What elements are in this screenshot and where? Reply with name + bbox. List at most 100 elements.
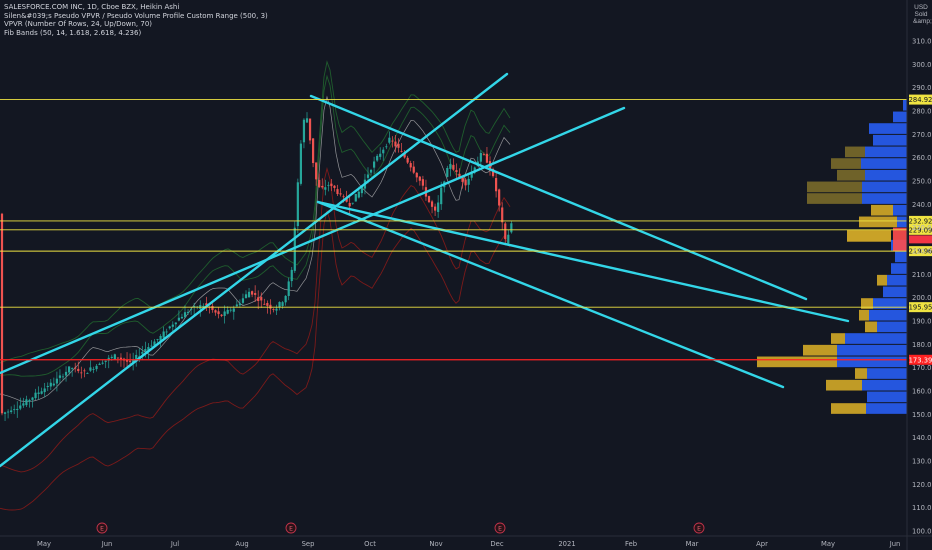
candle: [394, 141, 397, 147]
trendline: [316, 200, 785, 389]
candle: [61, 376, 65, 378]
y-tick-label: 160.0: [912, 388, 931, 396]
candle: [498, 189, 501, 206]
vp-row-down: [859, 216, 897, 228]
earnings-event-label: E: [100, 526, 104, 533]
candle: [495, 178, 498, 192]
x-axis[interactable]: May Jun Jul Aug Sep Oct Nov Dec 2021 Feb Mar Apr May…: [37, 540, 900, 548]
vp-row-down: [855, 368, 867, 379]
vp-row-up: [873, 134, 907, 146]
price-label: 229.09: [909, 226, 932, 234]
candle: [34, 392, 37, 399]
candle: [254, 293, 257, 295]
candle: [434, 206, 437, 211]
price-label: 173.39: [909, 356, 932, 364]
price-label-bg: [909, 246, 932, 257]
y-tick-label: 200.0: [912, 294, 931, 302]
candle: [186, 311, 190, 314]
legend-title[interactable]: SALESFORCE.COM INC, 1D, Cboe BZX, Heikin…: [4, 3, 180, 11]
candle: [458, 173, 461, 178]
vp-row-up: [865, 146, 907, 158]
candle: [501, 207, 504, 223]
candle: [348, 202, 351, 207]
candle: [446, 168, 449, 177]
legend-indicator-2[interactable]: VPVR (Number Of Rows, 24, Up/Down, 70): [4, 20, 153, 29]
candle: [504, 223, 507, 240]
vp-row-secondary: [831, 158, 861, 169]
legend-indicator-3[interactable]: Fib Bands (50, 14, 1.618, 2.618, 4.236): [4, 28, 142, 37]
currency-unit: USD: [914, 4, 928, 11]
candle: [507, 234, 510, 244]
candle: [190, 309, 193, 310]
y-tick-label: 240.0: [912, 201, 931, 209]
candle: [86, 373, 89, 374]
candle: [89, 367, 92, 371]
y-tick-label: 140.0: [912, 434, 931, 442]
candle: [68, 366, 71, 373]
candle: [43, 388, 46, 393]
candle: [379, 153, 382, 157]
price-label-bg: [909, 224, 932, 235]
candle: [16, 408, 19, 411]
vp-row-up: [861, 158, 907, 169]
vp-row-up: [903, 99, 907, 111]
candle: [430, 201, 434, 207]
candle: [470, 171, 473, 178]
candle: [263, 303, 266, 305]
candle: [141, 352, 144, 354]
vp-row-up: [862, 193, 907, 204]
candle: [373, 161, 376, 168]
x-tick-label: May: [37, 540, 51, 548]
y-tick-label: 230.0: [912, 224, 931, 232]
candle: [290, 269, 293, 282]
candle: [293, 227, 296, 271]
x-tick-label: Oct: [364, 540, 376, 548]
earnings-event-icon: [693, 522, 705, 534]
y-axis[interactable]: 310.0 300.0 290.0 280.0 270.0 260.0 250.0 240.0…: [912, 38, 931, 536]
x-tick-label: Aug: [235, 540, 248, 548]
candle: [357, 191, 360, 198]
trendline: [309, 94, 808, 301]
candle: [321, 185, 324, 188]
candle: [183, 312, 187, 318]
candle: [275, 308, 278, 311]
x-tick-label: Jul: [170, 540, 179, 548]
candle: [95, 365, 98, 370]
candle: [232, 308, 235, 312]
y-tick-label: 110.0: [912, 504, 931, 512]
candle: [333, 185, 336, 188]
vp-row-up: [837, 356, 907, 368]
y-tick-label: 180.0: [912, 341, 931, 349]
candle: [92, 368, 95, 370]
y-tick-label: 190.0: [912, 318, 931, 326]
vp-row-secondary: [807, 193, 862, 204]
y-tick-label: 280.0: [912, 108, 931, 116]
candle: [278, 301, 281, 308]
candle: [180, 316, 184, 319]
vp-row-up: [893, 204, 907, 216]
candle: [10, 410, 13, 412]
candle: [3, 412, 7, 414]
candle: [376, 155, 379, 161]
candle: [318, 179, 321, 188]
fib-band-line: [0, 209, 511, 511]
y-tick-label: 170.0: [912, 364, 931, 372]
candle: [58, 375, 62, 378]
candle: [165, 331, 168, 333]
legend-indicator-1[interactable]: Silen&#039;s Pseudo VPVR / Pseudo Volume…: [4, 11, 268, 20]
x-tick-label: 2021: [558, 540, 575, 548]
trendline: [0, 72, 509, 468]
candle: [467, 178, 470, 185]
candle: [214, 310, 217, 313]
vp-row-up: [869, 123, 907, 134]
vp-row-down: [865, 321, 877, 333]
candle: [202, 305, 205, 308]
y-tick-label: 130.0: [912, 458, 931, 466]
vp-row-up: [891, 263, 907, 274]
candle: [437, 202, 440, 212]
candle: [171, 324, 174, 327]
candle: [71, 368, 74, 369]
candle: [427, 196, 431, 203]
candle: [132, 359, 135, 363]
